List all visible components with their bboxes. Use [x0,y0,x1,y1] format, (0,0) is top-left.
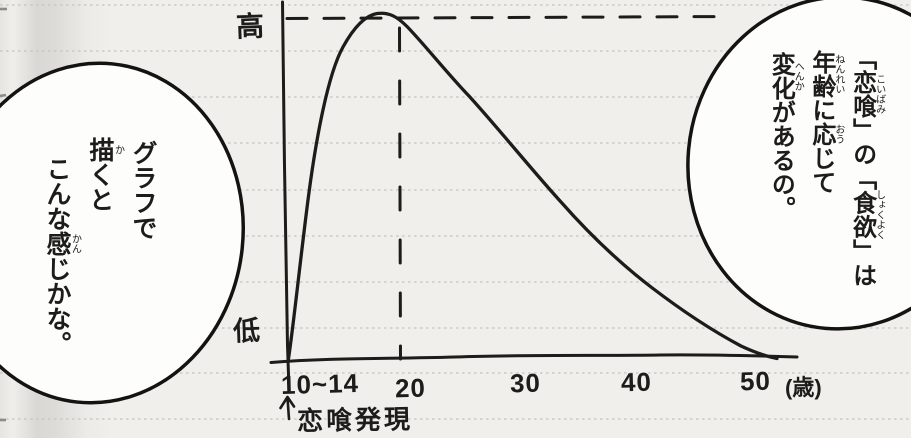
x-tick-label-50: 50 [739,365,772,397]
right-bubble-line: 「恋喰こいばみ」の「食欲しょくよく」は [848,46,885,287]
graph [269,0,799,421]
onset-annotation-label: 恋喰発現 [296,403,414,437]
x-axis [269,353,799,364]
peak-dashed-horizontal-line [285,15,730,20]
x-tick-label-30: 30 [509,367,542,399]
x-axis-unit-label: (歳) [785,375,822,400]
y-axis-label-high: 高 [235,10,265,43]
y-axis-label-low: 低 [232,315,261,347]
right-bubble-line: 年齢ねんれいに応おうじて [807,50,844,194]
right-bubble-line: 変化へんかがあるの。 [767,52,804,220]
x-tick-label-10-14: 10~14 [280,367,360,401]
appetite-curve [286,11,779,364]
right-speech-bubble [686,0,911,331]
arrow-up-icon [279,395,296,421]
left-bubble-line: グラフで [129,140,157,240]
x-tick-label-40: 40 [620,366,653,398]
right-bubble-text: 「恋喰こいばみ」の「食欲しょくよく」は 年齢ねんれいに応おうじて 変化へんかがあ… [762,46,884,296]
left-bubble-line: こんな感かんじかな。 [43,156,81,356]
left-bubble-line: 描かくと [86,137,124,212]
age20-dashed-vertical-line [398,26,402,361]
page-edge-ticks [0,7,7,422]
y-axis [281,0,291,386]
left-speech-bubble [0,61,246,405]
left-bubble-text: グラフで 描かくと こんな感かんじかな。 [37,134,163,366]
